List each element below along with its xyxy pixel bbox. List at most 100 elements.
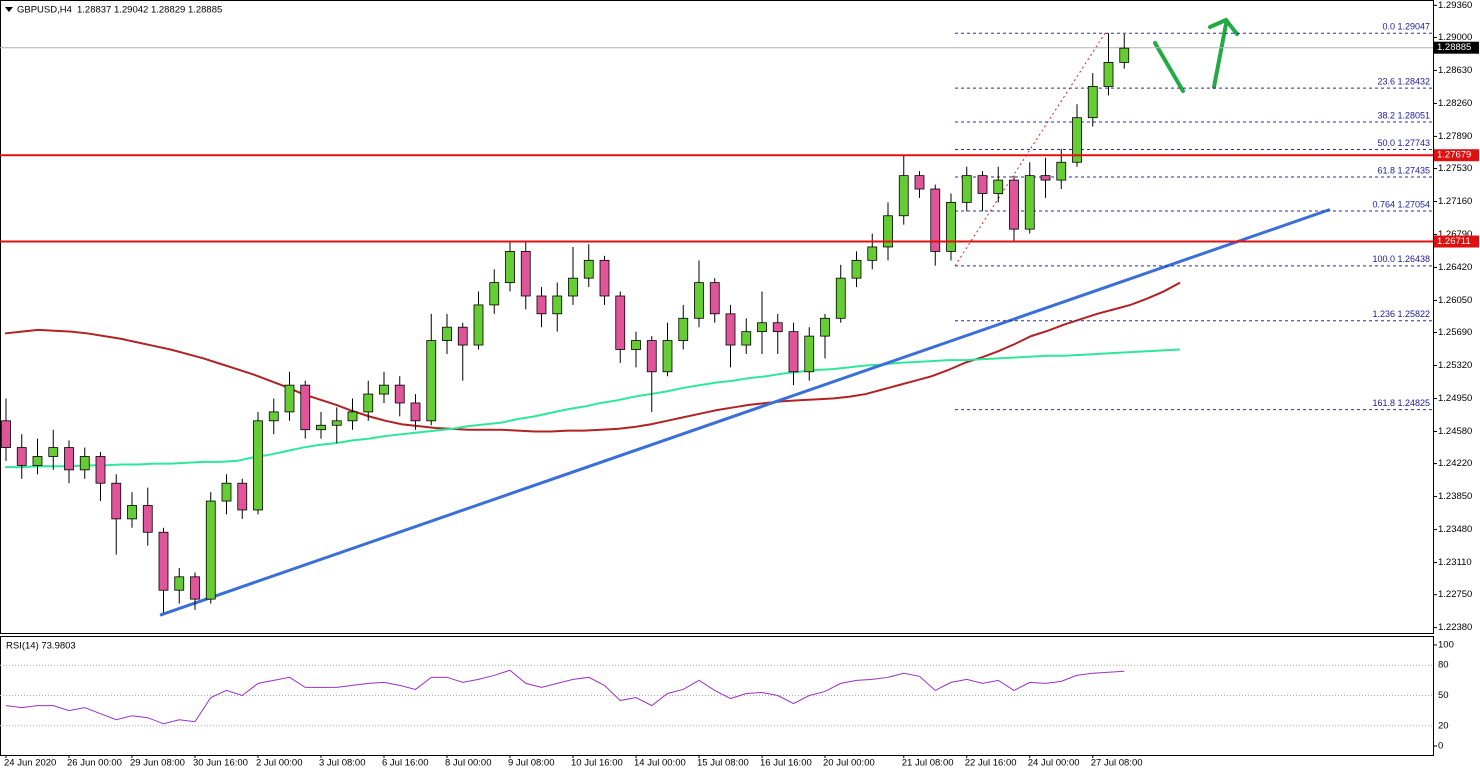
- candle-body: [914, 175, 925, 190]
- candle-body: [662, 340, 673, 373]
- candle-body: [347, 411, 358, 422]
- y-tick-label: 1.24580: [1438, 426, 1472, 437]
- y-tick-label: 1.29360: [1438, 0, 1472, 11]
- candle-body: [442, 326, 452, 341]
- arrow-head: [1208, 17, 1239, 36]
- candle-body: [820, 317, 830, 337]
- fib-label: 0.764 1.27054: [1372, 199, 1430, 209]
- candle-body: [552, 295, 563, 315]
- candle-body: [835, 277, 846, 319]
- rsi-tick-label: 50: [1438, 690, 1449, 701]
- fib-label: 1.236 1.25822: [1372, 309, 1430, 319]
- candle-body: [79, 456, 90, 471]
- candle-body: [284, 384, 295, 413]
- candle-body: [331, 420, 342, 426]
- candle-body: [489, 282, 500, 306]
- fib-label: 23.6 1.28432: [1377, 76, 1430, 86]
- rsi-tick-label: 100: [1438, 640, 1454, 651]
- rsi-tick-label: 0: [1438, 741, 1443, 752]
- y-tick-label: 1.27890: [1438, 131, 1472, 142]
- y-tick-label: 1.23480: [1438, 524, 1472, 535]
- trendline: [159, 208, 1331, 617]
- level-tag: [1434, 149, 1479, 162]
- rsi-tick-label: 20: [1438, 720, 1449, 731]
- candle-body: [946, 201, 956, 252]
- fib-label: 50.0 1.27743: [1377, 138, 1430, 148]
- x-tick-label: 14 Jul 00:00: [634, 758, 686, 769]
- current-price-tag: [1434, 41, 1479, 54]
- candle-body: [142, 505, 153, 533]
- candle-body: [300, 384, 311, 431]
- candle-body: [379, 384, 389, 395]
- candle-body: [1072, 117, 1082, 163]
- candle-body: [505, 251, 515, 284]
- candle-body: [772, 322, 783, 333]
- arrow-up-leg: [1212, 22, 1228, 89]
- x-tick-label: 8 Jul 00:00: [445, 758, 491, 769]
- candle-body: [473, 304, 484, 346]
- fib-label: 61.8 1.27435: [1377, 165, 1430, 175]
- current-price-label: 1.28885: [1437, 42, 1471, 53]
- y-tick-label: 1.25690: [1438, 327, 1472, 338]
- candle-body: [1119, 47, 1130, 63]
- fib-anchor: [954, 32, 1106, 267]
- candle-body: [520, 251, 531, 297]
- x-tick-label: 10 Jul 16:00: [571, 758, 623, 769]
- y-tick-label: 1.24220: [1438, 458, 1472, 469]
- level-label: 1.27679: [1437, 150, 1471, 161]
- x-tick-label: 9 Jul 08:00: [508, 758, 554, 769]
- candle-body: [709, 282, 720, 315]
- x-tick-label: 22 Jul 16:00: [965, 758, 1017, 769]
- candle-body: [127, 505, 137, 520]
- candle-body: [268, 411, 279, 422]
- moving-average: [5, 348, 1181, 469]
- x-tick-label: 24 Jun 2020: [4, 758, 56, 769]
- candle-body: [174, 576, 185, 591]
- level-label: 1.26711: [1437, 236, 1471, 247]
- candle-body: [1056, 161, 1067, 181]
- fib-label: 38.2 1.28051: [1377, 110, 1430, 120]
- candle-body: [851, 259, 862, 279]
- candle-body: [599, 259, 610, 297]
- symbol: GBPUSD,H4: [17, 5, 72, 16]
- y-tick-label: 1.22380: [1438, 622, 1472, 633]
- y-tick-label: 1.25320: [1438, 360, 1472, 371]
- candle-body: [568, 277, 578, 297]
- y-tick-label: 1.24950: [1438, 393, 1472, 404]
- candle-body: [1009, 179, 1019, 230]
- candle-body: [158, 531, 169, 591]
- candle-body: [930, 188, 941, 252]
- candle-body: [1024, 175, 1035, 230]
- y-tick-label: 1.27530: [1438, 163, 1472, 174]
- candle-body: [788, 331, 799, 373]
- candle-body: [16, 447, 27, 466]
- candle-body: [867, 246, 878, 261]
- fib-label: 161.8 1.24825: [1372, 398, 1430, 408]
- candle-body: [363, 393, 374, 413]
- candle-body: [253, 420, 263, 511]
- candle-body: [646, 340, 657, 373]
- candle-body: [95, 456, 106, 484]
- candle-body: [583, 259, 594, 279]
- level-tag: [1434, 235, 1479, 248]
- forecast-arrows: [1153, 17, 1239, 93]
- main-panel: [0, 0, 1434, 634]
- candle-body: [725, 313, 736, 346]
- y-tick-label: 1.23110: [1438, 557, 1472, 568]
- candle-body: [221, 482, 232, 502]
- candle-body: [536, 295, 547, 315]
- y-tick-label: 1.29000: [1438, 32, 1472, 43]
- quote: 1.28837 1.29042 1.28829 1.28885: [77, 5, 222, 16]
- candle-body: [410, 402, 421, 422]
- candle-body: [1040, 175, 1051, 181]
- candle-body: [32, 456, 43, 466]
- candle-body: [237, 482, 248, 511]
- symbol-menu-icon[interactable]: [5, 7, 13, 12]
- x-tick-label: 15 Jul 08:00: [697, 758, 749, 769]
- y-tick-label: 1.28260: [1438, 98, 1472, 109]
- candle-body: [1, 420, 11, 448]
- x-tick-label: 21 Jul 08:00: [902, 758, 954, 769]
- arrow-down-leg: [1153, 41, 1185, 93]
- candle-body: [48, 447, 59, 457]
